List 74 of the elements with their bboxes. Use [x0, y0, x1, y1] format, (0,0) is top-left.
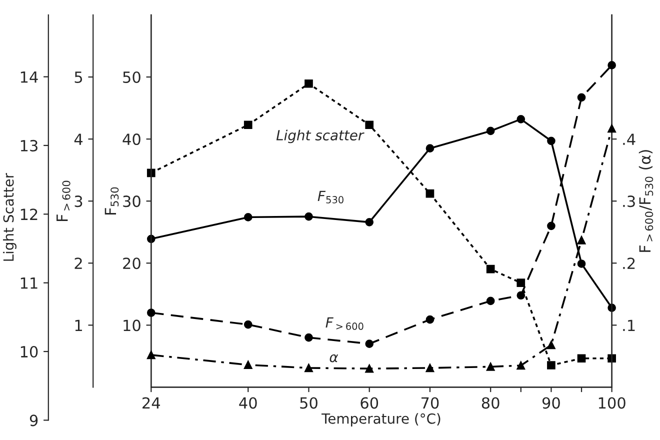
y3-tick-label: 4	[74, 134, 83, 145]
point	[577, 260, 586, 268]
point	[516, 361, 526, 370]
series-label: Light scatter	[276, 130, 364, 144]
y-tick-label: 14	[20, 71, 38, 83]
point	[365, 340, 374, 348]
point	[365, 120, 374, 130]
point	[486, 126, 495, 136]
point	[365, 364, 374, 373]
x-axis-title: Temperature (°C)	[322, 413, 440, 427]
y3-tick-label: 2	[74, 258, 82, 269]
point	[244, 360, 252, 370]
y3-tick-label: 3	[74, 196, 82, 208]
y-axis-title: Light Scatter	[3, 172, 16, 261]
x-tick-label: 24	[142, 397, 160, 409]
y2-tick-label: .4	[623, 134, 636, 145]
point	[304, 364, 313, 372]
y3-tick-label: 1	[75, 320, 82, 331]
point	[547, 222, 556, 230]
point	[426, 144, 434, 153]
point	[304, 79, 313, 88]
y-tick-label: 10	[124, 320, 140, 332]
y3-axis-title: F$_{>600}$	[56, 180, 70, 222]
x-tick-label: 90	[542, 397, 560, 409]
y-axis-title: F$_{530}$	[104, 187, 119, 214]
series-label: F$_{530}$	[318, 190, 344, 204]
point	[547, 136, 556, 146]
point	[426, 315, 434, 324]
point	[304, 212, 313, 221]
x-tick-label: 80	[482, 397, 500, 409]
y-tick-label: 20	[123, 258, 140, 270]
y-tick-label: 40	[122, 134, 140, 146]
point	[516, 278, 526, 287]
x-tick-label: 100	[598, 397, 626, 409]
point	[547, 361, 556, 370]
y-tick-label: 50	[123, 71, 140, 84]
y2-tick-label: .2	[623, 258, 635, 269]
y2-tick-label: .3	[623, 196, 635, 208]
point	[547, 340, 556, 350]
point	[486, 296, 495, 306]
y3-tick-label: 5	[74, 72, 82, 84]
point	[244, 213, 252, 222]
point	[608, 61, 616, 70]
y-tick-label: 11	[20, 277, 38, 289]
point	[426, 364, 434, 372]
point	[244, 320, 252, 329]
x-tick-label: 60	[360, 397, 378, 409]
point	[146, 308, 156, 317]
x-tick-label: 70	[422, 397, 439, 409]
point	[486, 264, 495, 274]
y-tick-label: 9	[30, 414, 38, 426]
point	[577, 236, 586, 244]
point	[516, 115, 526, 124]
y2-axis-title: F$_{>600}$/F$_{530}$ (α)	[638, 150, 654, 252]
point	[608, 354, 616, 363]
point	[426, 189, 434, 198]
point	[304, 333, 313, 342]
y-tick-label: 13	[20, 140, 38, 152]
point	[365, 218, 374, 226]
point	[577, 354, 586, 363]
point	[608, 124, 616, 133]
point	[244, 120, 252, 130]
x-tick-label: 40	[239, 397, 257, 409]
x-tick-label: 50	[300, 397, 318, 409]
point	[516, 291, 526, 300]
point	[577, 93, 586, 102]
series-label: α	[330, 354, 338, 362]
point	[146, 350, 156, 360]
series-label: F$_{>600}$	[326, 317, 364, 330]
point	[486, 362, 495, 371]
y2-tick-label: .1	[623, 320, 635, 331]
y-tick-label: 12	[20, 208, 38, 220]
y-tick-label: 10	[20, 346, 38, 358]
y-tick-label: 30	[123, 196, 140, 208]
